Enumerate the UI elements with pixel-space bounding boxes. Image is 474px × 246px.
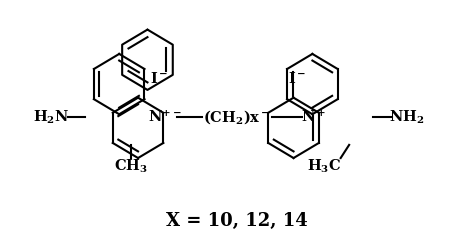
- Text: $\mathregular{N^{+-}}$: $\mathregular{N^{+-}}$: [148, 109, 182, 125]
- Text: X = 10, 12, 14: X = 10, 12, 14: [166, 212, 308, 230]
- Text: $\mathregular{N^+}$: $\mathregular{N^+}$: [301, 109, 326, 125]
- Text: $\mathregular{CH_3}$: $\mathregular{CH_3}$: [114, 157, 148, 174]
- Text: $\mathregular{I^-}$: $\mathregular{I^-}$: [150, 71, 168, 86]
- Text: $\mathregular{I^-}$: $\mathregular{I^-}$: [288, 71, 307, 86]
- Text: $\mathregular{NH_2}$: $\mathregular{NH_2}$: [389, 108, 424, 126]
- Text: $\mathregular{(CH_2)x^-}$: $\mathregular{(CH_2)x^-}$: [203, 108, 271, 126]
- Text: $\mathregular{H_3C}$: $\mathregular{H_3C}$: [307, 157, 341, 174]
- Text: $\mathregular{H_2N}$: $\mathregular{H_2N}$: [33, 108, 69, 126]
